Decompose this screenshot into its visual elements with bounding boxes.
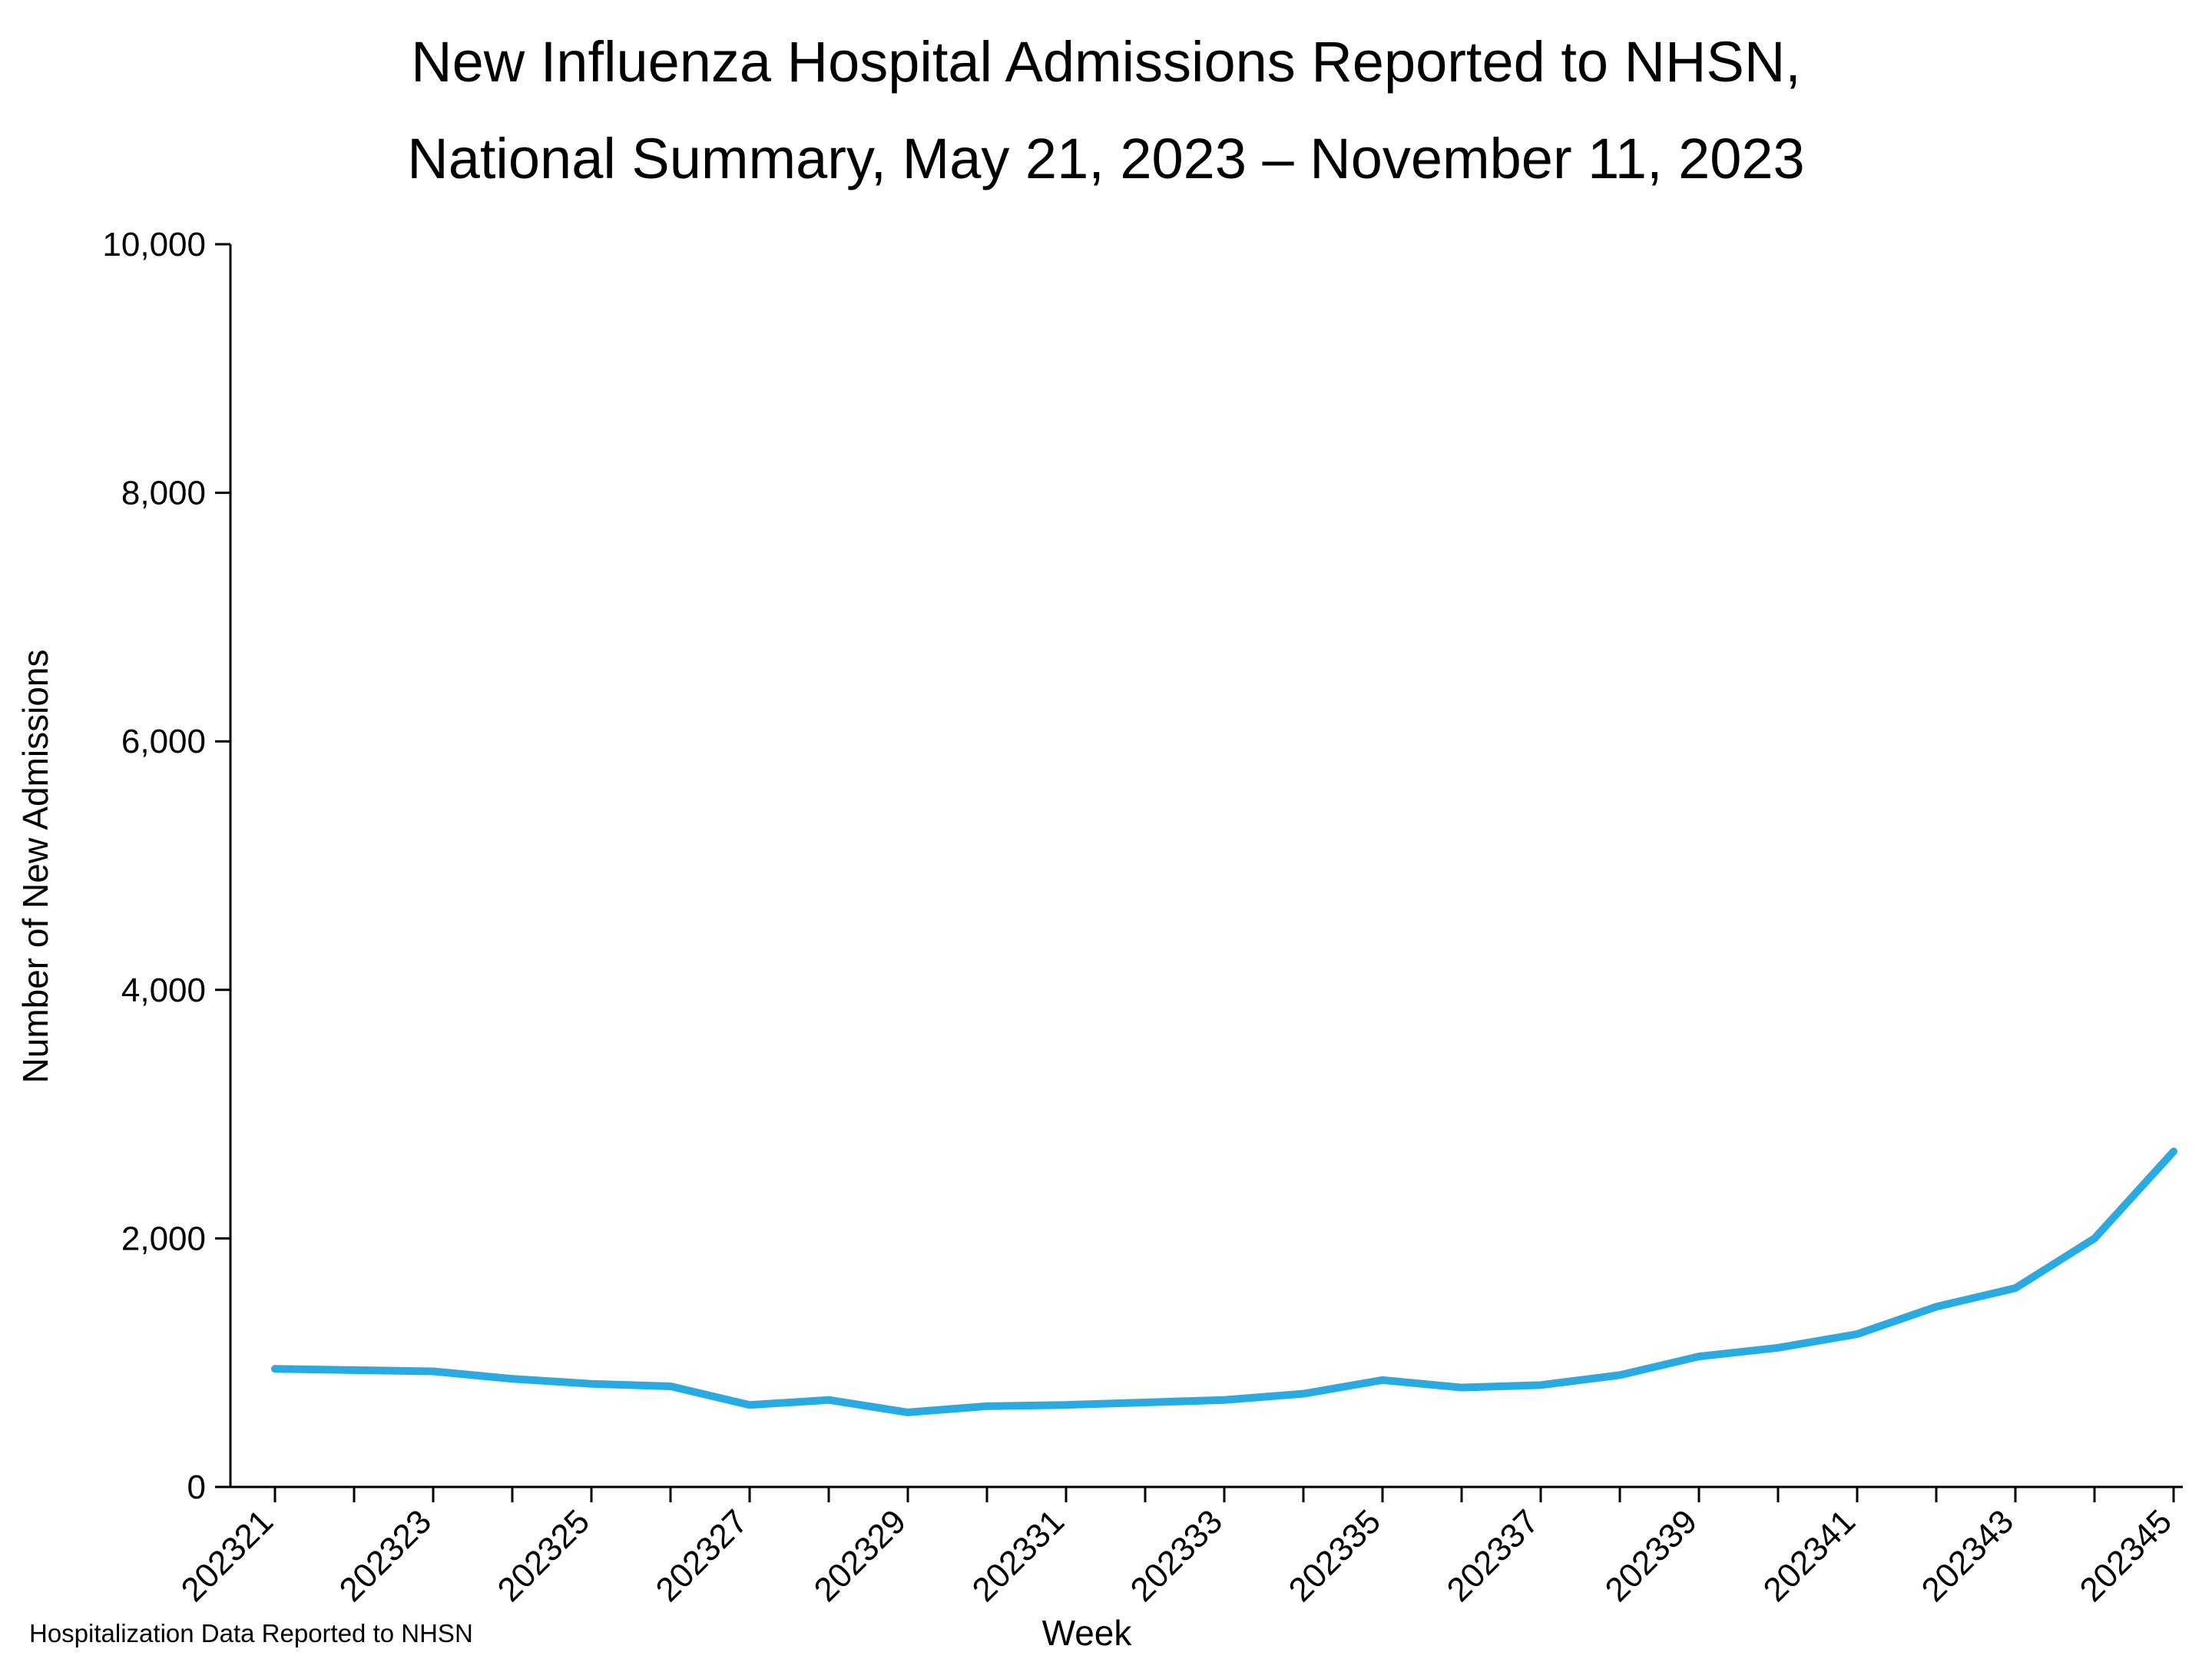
x-tick-label: 202333 [1124, 1502, 1230, 1608]
y-tick-label: 10,000 [102, 226, 206, 263]
chart-title-line2: National Summary, May 21, 2023 – Novembe… [407, 126, 1805, 190]
chart-title-line1: New Influenza Hospital Admissions Report… [411, 30, 1801, 94]
chart-title: New Influenza Hospital Admissions Report… [0, 14, 2212, 207]
x-tick-label: 202339 [1598, 1502, 1704, 1608]
x-tick-label: 202323 [333, 1502, 439, 1608]
x-tick-label: 202321 [174, 1502, 280, 1608]
x-tick-label: 202337 [1440, 1502, 1546, 1608]
x-tick-label: 202335 [1282, 1502, 1388, 1608]
x-tick-label: 202329 [807, 1502, 913, 1608]
y-tick-label: 6,000 [121, 723, 206, 760]
y-axis-title: Number of New Admissions [15, 650, 55, 1084]
axes-layer [229, 244, 2183, 1488]
data-line-new-admissions [271, 1147, 2177, 1416]
y-tick-label: 4,000 [121, 972, 206, 1009]
x-tick-label: 202325 [491, 1502, 597, 1608]
x-tick-label: 202345 [2073, 1502, 2179, 1608]
y-tick-label: 0 [187, 1469, 206, 1506]
x-tick-label: 202343 [1915, 1502, 2021, 1608]
x-tick-label: 202327 [649, 1502, 755, 1608]
x-tick-label: 202331 [965, 1502, 1071, 1608]
footer-source-note: Hospitalization Data Reported to NHSN [29, 1619, 473, 1647]
series-layer [271, 1147, 2177, 1416]
x-tick-label: 202341 [1757, 1502, 1863, 1608]
x-axis-title: Week [1042, 1613, 1133, 1653]
y-tick-label: 2,000 [121, 1220, 206, 1257]
y-tick-label: 8,000 [121, 475, 206, 512]
